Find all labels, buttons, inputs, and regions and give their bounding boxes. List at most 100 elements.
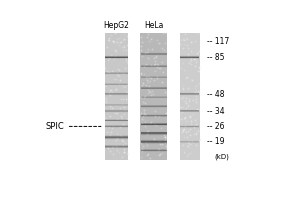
Text: -- 48: -- 48 bbox=[207, 90, 225, 99]
Bar bbox=[180, 111, 199, 112]
Bar bbox=[141, 149, 167, 150]
Bar bbox=[105, 56, 128, 57]
Bar bbox=[105, 74, 128, 75]
Bar bbox=[180, 58, 199, 59]
Bar bbox=[180, 95, 199, 96]
Bar bbox=[180, 33, 200, 160]
Bar bbox=[141, 52, 167, 53]
Bar bbox=[141, 88, 167, 89]
Bar bbox=[180, 141, 199, 142]
Bar bbox=[105, 57, 128, 58]
Bar bbox=[141, 86, 167, 87]
Bar bbox=[105, 146, 128, 147]
Bar bbox=[105, 147, 128, 148]
Bar bbox=[180, 93, 199, 94]
Bar bbox=[140, 33, 167, 160]
Bar bbox=[105, 95, 128, 96]
Text: HepG2: HepG2 bbox=[103, 21, 130, 30]
Bar bbox=[180, 127, 199, 128]
Bar bbox=[105, 93, 128, 94]
Bar bbox=[105, 105, 128, 106]
Bar bbox=[180, 56, 199, 57]
Bar bbox=[105, 112, 128, 113]
Bar bbox=[141, 116, 167, 117]
Bar bbox=[105, 138, 128, 139]
Bar bbox=[141, 54, 167, 55]
Text: (kD): (kD) bbox=[214, 154, 229, 160]
Bar bbox=[105, 109, 128, 110]
Bar bbox=[141, 132, 167, 133]
Bar bbox=[105, 73, 128, 74]
Bar bbox=[180, 127, 199, 128]
Bar bbox=[141, 151, 167, 152]
Bar bbox=[141, 55, 167, 56]
Bar bbox=[141, 105, 167, 106]
Bar bbox=[105, 127, 128, 128]
Bar bbox=[105, 126, 128, 127]
Bar bbox=[141, 123, 167, 124]
Bar bbox=[105, 120, 128, 121]
Bar bbox=[141, 65, 167, 66]
Text: SPIC: SPIC bbox=[46, 122, 64, 131]
Bar bbox=[141, 53, 167, 54]
Bar bbox=[180, 110, 199, 111]
Bar bbox=[105, 72, 128, 73]
Bar bbox=[141, 141, 167, 142]
Bar bbox=[180, 93, 199, 94]
Bar bbox=[141, 97, 167, 98]
Bar bbox=[105, 139, 128, 140]
Bar bbox=[141, 66, 167, 67]
Text: -- 117: -- 117 bbox=[207, 37, 230, 46]
Bar bbox=[105, 119, 128, 120]
Bar bbox=[180, 92, 199, 93]
Bar bbox=[105, 125, 128, 126]
Bar bbox=[141, 131, 167, 132]
Bar bbox=[105, 120, 128, 121]
Bar bbox=[141, 122, 167, 123]
Bar bbox=[180, 142, 199, 143]
Bar bbox=[180, 140, 199, 141]
Bar bbox=[141, 96, 167, 97]
Bar bbox=[105, 58, 128, 59]
Bar bbox=[141, 77, 167, 78]
Bar bbox=[141, 124, 167, 125]
Text: -- 26: -- 26 bbox=[207, 122, 225, 131]
Bar bbox=[180, 125, 199, 126]
Bar bbox=[105, 137, 128, 138]
Bar bbox=[105, 33, 128, 160]
Bar bbox=[141, 143, 167, 144]
Bar bbox=[180, 110, 199, 111]
Bar bbox=[180, 126, 199, 127]
Bar bbox=[141, 135, 167, 136]
Bar bbox=[141, 88, 167, 89]
Bar bbox=[141, 139, 167, 140]
Bar bbox=[141, 65, 167, 66]
Bar bbox=[180, 58, 199, 59]
Bar bbox=[141, 106, 167, 107]
Bar bbox=[105, 105, 128, 106]
Bar bbox=[141, 125, 167, 126]
Bar bbox=[105, 111, 128, 112]
Bar bbox=[141, 115, 167, 116]
Bar bbox=[105, 57, 128, 58]
Bar bbox=[141, 150, 167, 151]
Bar bbox=[105, 104, 128, 105]
Bar bbox=[180, 94, 199, 95]
Bar bbox=[105, 55, 128, 56]
Bar bbox=[105, 92, 128, 93]
Bar bbox=[180, 57, 199, 58]
Bar bbox=[105, 110, 128, 111]
Bar bbox=[105, 121, 128, 122]
Bar bbox=[141, 107, 167, 108]
Text: -- 19: -- 19 bbox=[207, 137, 225, 146]
Text: -- 85: -- 85 bbox=[207, 53, 225, 62]
Bar bbox=[141, 142, 167, 143]
Bar bbox=[141, 76, 167, 77]
Bar bbox=[141, 140, 167, 141]
Bar bbox=[141, 87, 167, 88]
Bar bbox=[180, 55, 199, 56]
Bar bbox=[105, 83, 128, 84]
Bar bbox=[105, 72, 128, 73]
Bar bbox=[141, 134, 167, 135]
Bar bbox=[180, 57, 199, 58]
